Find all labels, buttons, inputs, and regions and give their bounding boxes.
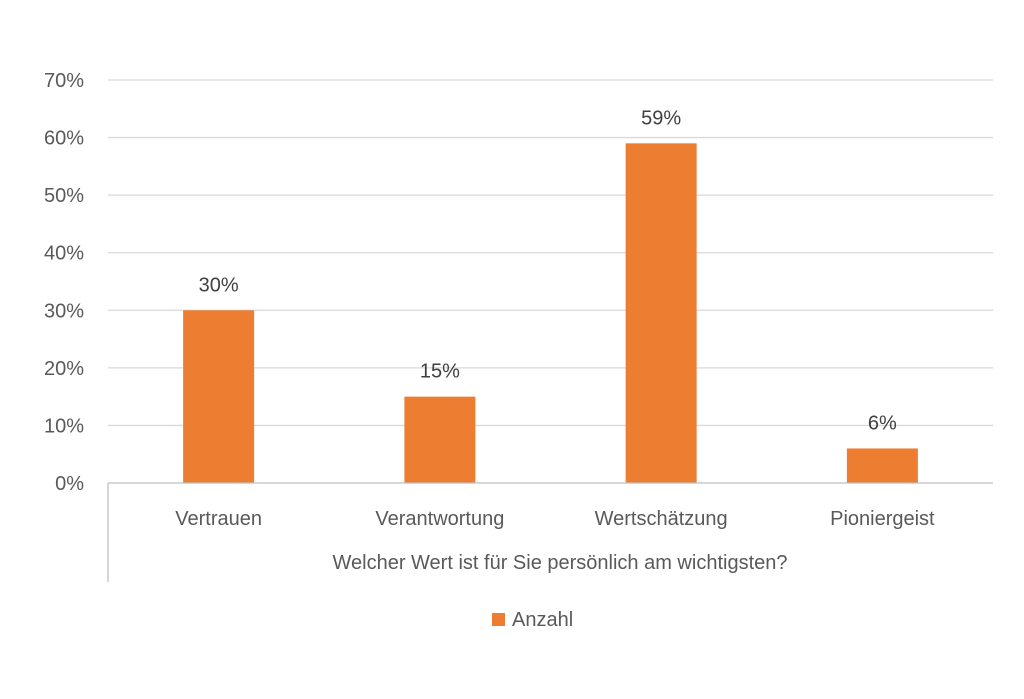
y-tick-label-40: 40%: [44, 243, 84, 265]
legend-label-anzahl: Anzahl: [512, 609, 573, 631]
bars: [183, 143, 918, 484]
y-axis-tick-labels: 0% 10% 20% 30% 40% 50% 60% 70%: [44, 70, 84, 495]
bar-vertrauen: [183, 310, 255, 483]
y-tick-label-50: 50%: [44, 185, 84, 207]
bar-pioniergeist: [846, 448, 918, 483]
category-label-verantwortung: Verantwortung: [375, 508, 504, 530]
legend-swatch-anzahl: [492, 613, 505, 626]
y-tick-label-20: 20%: [44, 358, 84, 380]
category-label-wertsch-tzung: Wertschätzung: [595, 508, 728, 530]
category-label-pioniergeist: Pioniergeist: [830, 508, 935, 530]
y-tick-label-60: 60%: [44, 128, 84, 150]
data-labels: 30% 15% 59% 6%: [199, 107, 897, 434]
y-tick-label-0: 0%: [55, 473, 84, 495]
data-label-wertsch-tzung: 59%: [641, 107, 681, 129]
category-labels: Vertrauen Verantwortung Wertschätzung Pioni…: [175, 508, 935, 530]
bar-wertsch-tzung: [625, 143, 697, 484]
data-label-verantwortung: 15%: [420, 361, 460, 383]
y-tick-label-70: 70%: [44, 70, 84, 92]
category-label-vertrauen: Vertrauen: [175, 508, 262, 530]
data-label-vertrauen: 30%: [199, 274, 239, 296]
y-tick-label-30: 30%: [44, 300, 84, 322]
y-tick-label-10: 10%: [44, 415, 84, 437]
x-axis-title: Welcher Wert ist für Sie persönlich am w…: [333, 552, 788, 574]
gridlines: [108, 79, 993, 427]
bar-verantwortung: [404, 396, 476, 483]
legend: Anzahl: [492, 609, 573, 631]
axes: [107, 482, 993, 582]
data-label-pioniergeist: 6%: [868, 412, 897, 434]
